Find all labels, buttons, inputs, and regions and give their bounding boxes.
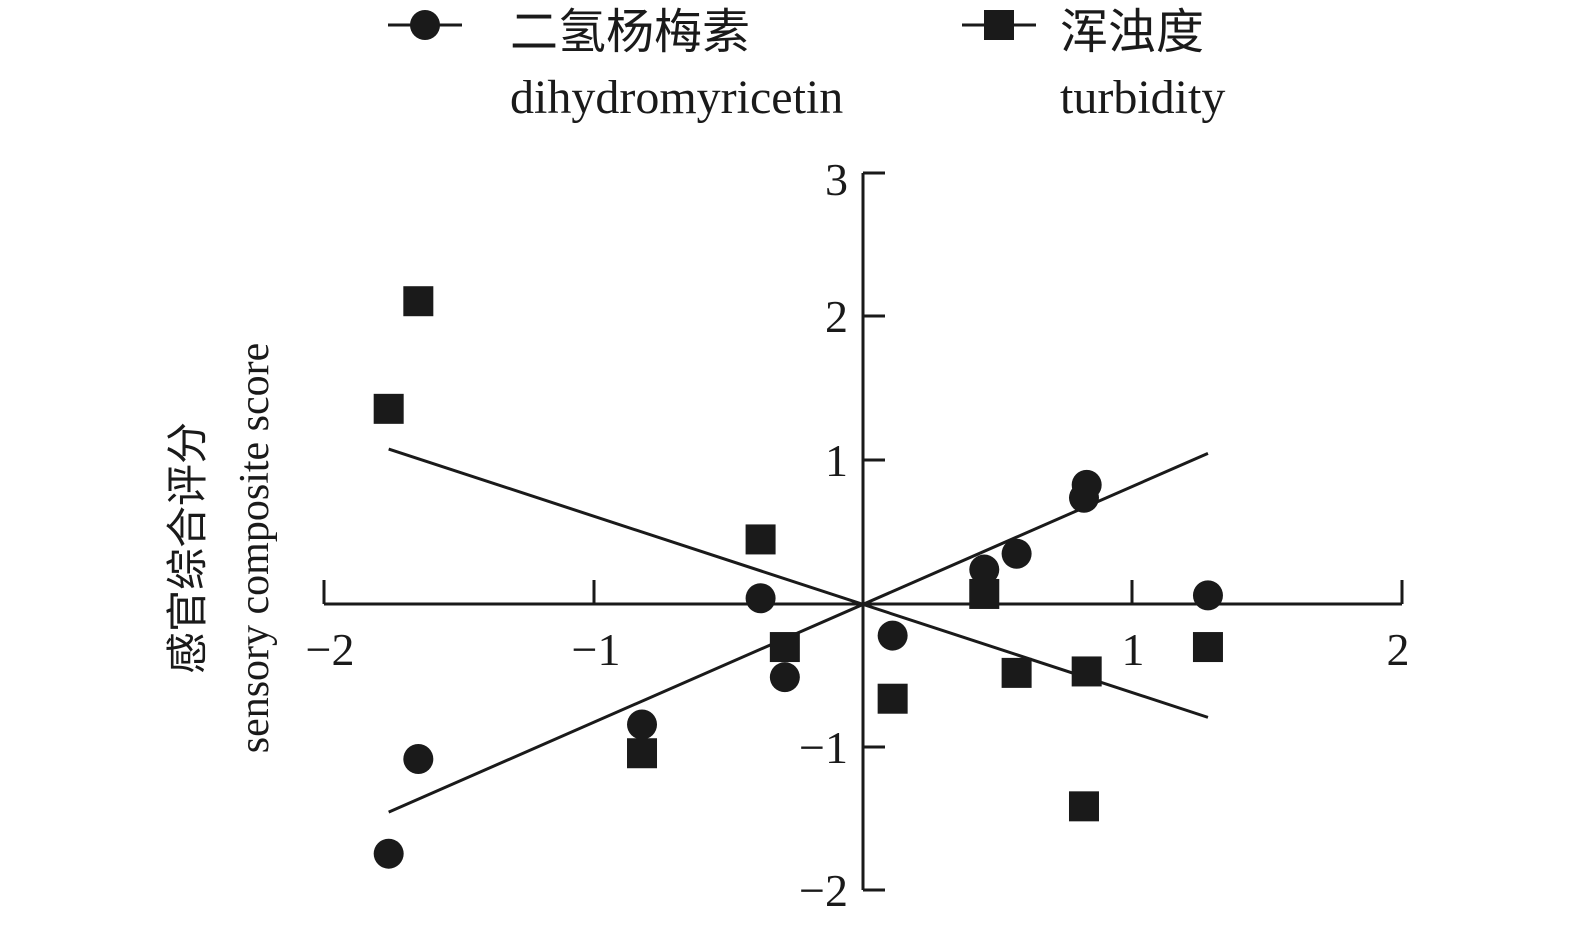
legend-label-dihydromyricetin-en: dihydromyricetin [510,71,843,124]
y-tick-label: 1 [825,435,848,486]
data-point-turbidity [769,632,800,663]
data-point-turbidity [1192,632,1223,663]
data-point-turbidity [745,524,776,555]
data-point-dihydromyricetin [373,838,404,869]
legend-square-icon [984,10,1014,40]
y-tick-label: 3 [825,154,848,205]
y-axis-title-cn-group: 感官综合评分 [165,422,212,674]
data-point-dihydromyricetin [403,743,434,774]
y-axis-title-en: sensory composite score [232,343,278,754]
data-points [373,286,1223,869]
x-axis-ticks: −2 −1 1 2 [306,580,1410,675]
data-point-turbidity [1068,791,1099,822]
data-point-dihydromyricetin [769,662,800,693]
data-point-dihydromyricetin [1192,580,1223,611]
data-point-turbidity [373,393,404,424]
y-tick-label: −2 [799,865,848,916]
data-point-dihydromyricetin [1001,538,1032,569]
data-point-turbidity [969,578,1000,609]
x-tick-label: −1 [572,624,621,675]
legend-label-dihydromyricetin-cn: 二氢杨梅素 [510,6,750,59]
legend-circle-icon [410,10,440,40]
y-axis-title-en-group: sensory composite score [232,343,278,754]
y-tick-label: 2 [825,291,848,342]
legend-item-turbidity: 浑浊度 turbidity [962,6,1225,124]
x-tick-label: 2 [1387,624,1410,675]
data-point-dihydromyricetin [627,709,658,740]
data-point-dihydromyricetin [1071,469,1102,500]
data-point-turbidity [1001,657,1032,688]
legend-label-turbidity-cn: 浑浊度 [1060,6,1204,59]
x-tick-label: −2 [306,624,355,675]
fit-line-turbidity [388,447,1209,719]
data-point-turbidity [403,286,434,317]
data-point-dihydromyricetin [969,554,1000,585]
data-point-dihydromyricetin [745,583,776,614]
data-point-turbidity [877,683,908,714]
legend-item-dihydromyricetin: 二氢杨梅素 dihydromyricetin [388,6,843,124]
x-tick-label: 1 [1122,624,1145,675]
legend: 二氢杨梅素 dihydromyricetin 浑浊度 turbidity [388,6,1225,124]
legend-label-turbidity-en: turbidity [1060,71,1225,124]
y-axis-ticks: −2 −1 1 2 3 [799,154,885,916]
data-point-dihydromyricetin [877,620,908,651]
data-point-turbidity [1071,656,1102,687]
y-tick-label: −1 [799,722,848,773]
y-axis-title-cn: 感官综合评分 [165,422,212,674]
data-point-turbidity [627,738,658,769]
